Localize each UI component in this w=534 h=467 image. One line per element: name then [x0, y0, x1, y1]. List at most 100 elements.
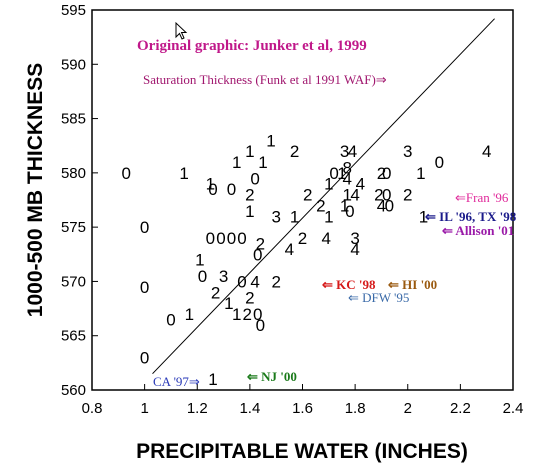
x-axis-title: PRECIPITABLE WATER (INCHES)	[136, 440, 468, 463]
data-point: 0	[253, 305, 262, 324]
data-point: 2	[243, 305, 252, 324]
data-point: 4	[348, 142, 357, 161]
data-point: 1	[179, 164, 188, 183]
data-point: 0	[166, 310, 175, 329]
x-axis-ticks: 0.8 1 1.2 1.4 1.6 1.8 2 2.2 2.4	[82, 384, 524, 417]
data-point: 8	[342, 158, 351, 177]
data-point: 2	[245, 289, 254, 308]
data-point: 1	[232, 305, 241, 324]
data-point: 1	[324, 175, 333, 194]
data-point: 4	[285, 240, 294, 259]
data-point: 2	[271, 272, 280, 291]
allison-label: ⇐ Allison '01	[442, 223, 514, 238]
x-tick-label: 1.4	[239, 400, 260, 417]
y-tick-label: 595	[61, 2, 86, 19]
x-tick-label: 2	[404, 400, 412, 417]
data-point: 2	[403, 186, 412, 205]
data-point: 2	[298, 229, 307, 248]
data-point: 1	[258, 153, 267, 172]
data-point: 3	[350, 229, 359, 248]
data-point: 1	[185, 305, 194, 324]
fran-label: ⇐Fran '96	[455, 190, 509, 205]
data-point: 1	[340, 196, 349, 215]
dfw-label: ⇐ DFW '95	[348, 290, 409, 305]
data-point: 2	[245, 186, 254, 205]
data-point: 0	[140, 218, 149, 237]
data-point: 1	[195, 251, 204, 270]
data-point: 2	[211, 283, 220, 302]
data-point: 1	[245, 142, 254, 161]
data-point: 4	[342, 169, 351, 188]
data-point: 2	[303, 186, 312, 205]
ca-label: CA '97⇒	[153, 374, 200, 389]
data-point: 0	[345, 202, 354, 221]
hi-label: ⇐ HI '00	[388, 277, 437, 292]
data-point: 3	[403, 142, 412, 161]
data-point: 1	[290, 207, 299, 226]
data-point: 0	[435, 153, 444, 172]
data-point: 0	[121, 164, 130, 183]
y-axis-ticks: 560 565 570 575 580 585 590 595	[61, 2, 98, 399]
data-point: 4	[250, 272, 259, 291]
data-point: 4	[482, 142, 491, 161]
x-tick-label: 1.6	[292, 400, 313, 417]
y-tick-label: 560	[61, 382, 86, 399]
data-point: 4	[356, 175, 365, 194]
data-point: 2	[377, 164, 386, 183]
x-tick-label: 1.2	[187, 400, 208, 417]
data-point: 1	[416, 164, 425, 183]
y-tick-label: 585	[61, 111, 86, 128]
data-point: 0	[385, 196, 394, 215]
data-point: 0	[206, 229, 215, 248]
y-tick-label: 580	[61, 165, 86, 182]
data-point: 0	[382, 164, 391, 183]
data-point: 2	[256, 234, 265, 253]
data-point: 0	[198, 267, 207, 286]
data-point: 0	[250, 169, 259, 188]
data-point: 0	[227, 180, 236, 199]
x-tick-label: 2.2	[450, 400, 471, 417]
data-point: 0	[329, 164, 338, 183]
data-point: 0	[140, 278, 149, 297]
data-point: 1	[208, 370, 217, 389]
data-point: 1	[337, 164, 346, 183]
data-point: 0	[256, 316, 265, 335]
data-point: 4	[321, 229, 330, 248]
kc-label: ⇐ KC '98	[322, 277, 376, 292]
data-point: 4	[350, 186, 359, 205]
data-point: 3	[271, 207, 280, 226]
data-point: 2	[290, 142, 299, 161]
y-axis-title: 1000-500 MB THICKNESS	[24, 63, 47, 317]
data-point: 0	[227, 229, 236, 248]
saturation-trend-line	[152, 18, 495, 375]
data-point: 1	[342, 186, 351, 205]
data-point: 0	[253, 245, 262, 264]
data-point: 3	[219, 267, 228, 286]
data-point: 0	[382, 186, 391, 205]
data-point: 0	[216, 229, 225, 248]
data-point: 1	[224, 294, 233, 313]
data-point: 4	[377, 196, 386, 215]
data-point: 1	[245, 202, 254, 221]
data-point: 1	[206, 175, 215, 194]
y-tick-label: 575	[61, 219, 86, 236]
data-point: 3	[340, 142, 349, 161]
original-graphic-note: Original graphic: Junker et al, 1999	[137, 38, 367, 54]
data-point: 1	[266, 131, 275, 150]
x-tick-label: 0.8	[82, 400, 103, 417]
x-tick-label: 1	[140, 400, 148, 417]
data-point: 1	[419, 207, 428, 226]
mouse-pointer-icon	[175, 21, 188, 40]
x-tick-label: 2.4	[503, 400, 524, 417]
nj-label: ⇐ NJ '00	[247, 369, 297, 384]
y-tick-label: 590	[61, 56, 86, 73]
y-tick-label: 570	[61, 273, 86, 290]
data-point: 0	[208, 180, 217, 199]
data-point: 1	[324, 207, 333, 226]
il-tx-label: ⇐ IL '96, TX '98	[425, 209, 517, 224]
data-point: 1	[232, 153, 241, 172]
data-point: 2	[316, 196, 325, 215]
